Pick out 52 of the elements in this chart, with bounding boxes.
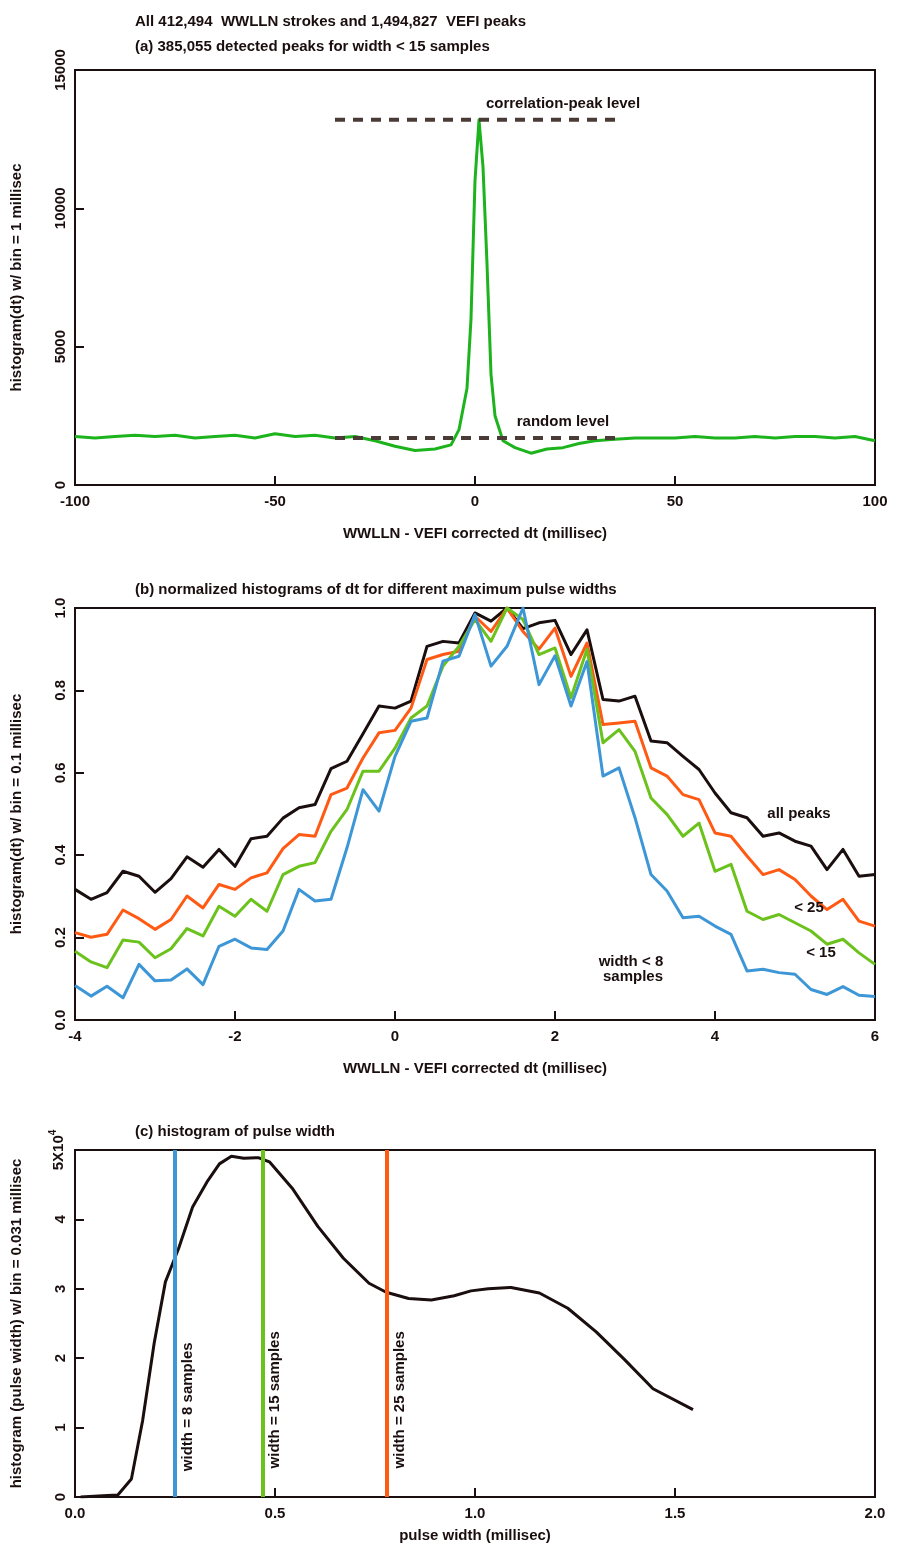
- y-axis-title: histogram(dt) w/ bin = 0.1 millisec: [7, 693, 24, 935]
- x-tick-label: 0: [470, 492, 480, 509]
- text: width < 8 samples: [597, 951, 668, 984]
- y-tick-label: 0: [51, 480, 68, 490]
- x-tick-label: 0.0: [64, 1504, 86, 1521]
- y-tick-label: 0: [51, 1492, 68, 1502]
- x-tick-label: 1.0: [464, 1504, 486, 1521]
- series-label: < 15: [806, 943, 836, 961]
- y-axis-title: histogram (pulse width) w/ bin = 0.031 millisec: [7, 1158, 24, 1489]
- chart-subtitle: (a) 385,055 detected peaks for width < 15 samples: [135, 37, 490, 54]
- x-tick-label: 2: [550, 1027, 560, 1044]
- series-label: all peaks: [767, 803, 831, 821]
- y-tick-label: 2: [51, 1354, 68, 1363]
- y-tick-label: 3: [51, 1284, 68, 1293]
- y-axis-title: histogram(dt) w/ bin = 1 millisec: [7, 163, 24, 392]
- y-tick-label: 0.4: [51, 844, 68, 866]
- y-tick-label: 1.0: [51, 597, 68, 619]
- y-tick-label: 15000: [51, 49, 68, 91]
- chart-title: All 412,494 WWLLN strokes and 1,494,827 VEFI peaks: [135, 12, 527, 29]
- series-label: < 25: [794, 897, 824, 915]
- x-tick-label: -100: [59, 492, 91, 509]
- x-tick-label: -2: [228, 1027, 242, 1044]
- y-tick-label: 5000: [51, 329, 68, 364]
- x-axis-title: WWLLN - VEFI corrected dt (millisec): [342, 1059, 608, 1076]
- x-tick-label: 0: [390, 1027, 400, 1044]
- annotation: width = 8 samples: [178, 1342, 196, 1473]
- y-tick-label: 0.8: [51, 679, 68, 701]
- y-tick-label: 10000: [51, 187, 68, 230]
- x-axis-title: pulse width (millisec): [399, 1526, 551, 1543]
- x-axis-title: WWLLN - VEFI corrected dt (millisec): [342, 524, 608, 541]
- annotation: width = 15 samples: [264, 1331, 282, 1470]
- annotation: width = 25 samples: [390, 1331, 408, 1470]
- x-tick-label: 4: [710, 1027, 720, 1044]
- annotation: random level: [516, 411, 610, 429]
- x-tick-label: 2.0: [864, 1504, 886, 1521]
- y-tick-label: 1: [51, 1423, 68, 1432]
- chart-title: (c) histogram of pulse width: [135, 1122, 336, 1139]
- x-tick-label: -50: [264, 492, 286, 509]
- annotation: correlation-peak level: [485, 93, 641, 111]
- line-series: [79, 1154, 695, 1499]
- x-tick-label: -4: [68, 1027, 83, 1044]
- y-tick-label: 0.6: [51, 762, 68, 784]
- y-tick-label: 0.2: [51, 927, 68, 949]
- x-tick-label: 1.5: [664, 1504, 686, 1521]
- chart-title: (b) normalized histograms of dt for different maximum pulse widths: [135, 580, 617, 597]
- x-tick-label: 100: [862, 492, 888, 509]
- y-tick-label: 4: [51, 1214, 68, 1224]
- x-tick-label: 6: [870, 1027, 880, 1044]
- y-tick-label: 5X104: [46, 1129, 66, 1171]
- line-series: [73, 118, 877, 455]
- x-tick-label: 50: [666, 492, 684, 509]
- x-tick-label: 0.5: [264, 1504, 286, 1521]
